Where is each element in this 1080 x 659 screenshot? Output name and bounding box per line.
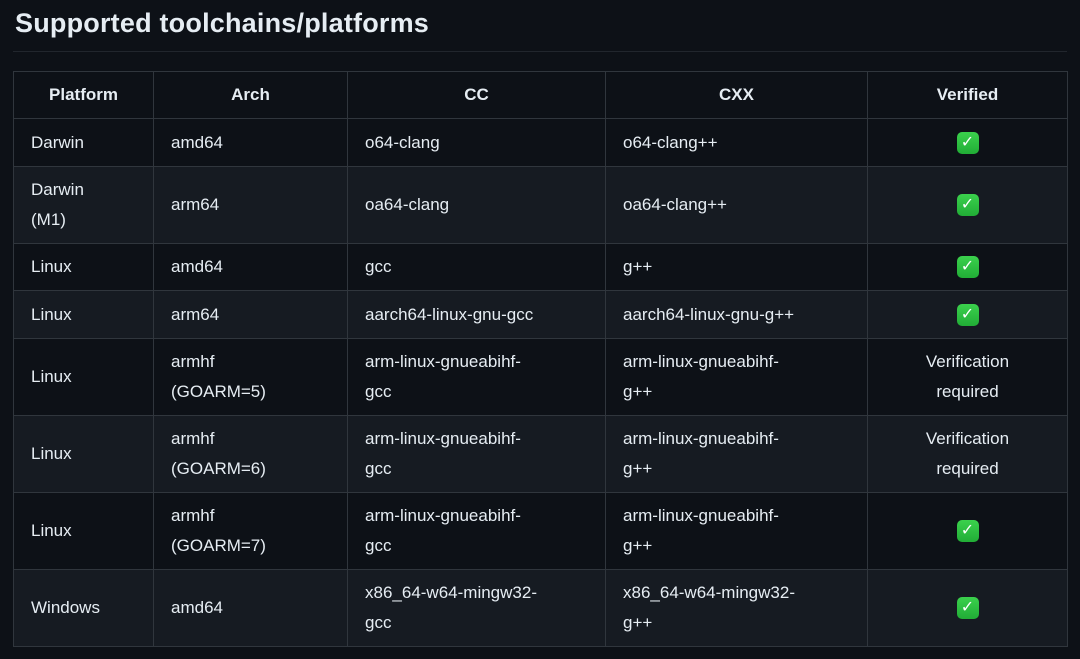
table-row: Darwin (M1) arm64 oa64-clang oa64-clang++ ✓ <box>13 165 1068 244</box>
cell-platform: Darwin <box>13 118 154 167</box>
page-title: Supported toolchains/platforms <box>13 6 1067 52</box>
column-header-cxx: CXX <box>605 71 868 119</box>
table-row: Linux armhf (GOARM=5) arm-linux-gnueabihf-… <box>13 337 1068 416</box>
cell-cxx-text: arm-linux-gnueabihf-g++ <box>623 428 779 478</box>
cell-arch: armhf (GOARM=6) <box>153 414 348 493</box>
verified-check-icon: ✓ <box>956 256 979 279</box>
cell-cc: aarch64-linux-gnu-gcc <box>347 290 606 339</box>
cell-arch-text: arm64 <box>171 304 220 324</box>
cell-arch-text: amd64 <box>171 597 223 617</box>
cell-cc-text: oa64-clang <box>365 194 450 214</box>
cell-cxx-text: x86_64-w64-mingw32-g++ <box>623 582 795 632</box>
verified-check-icon: ✓ <box>956 194 979 217</box>
verified-check-icon: ✓ <box>956 303 979 326</box>
cell-cxx-text: aarch64-linux-gnu-g++ <box>623 304 795 324</box>
cell-arch-text: armhf (GOARM=5) <box>171 351 266 401</box>
cell-cxx: arm-linux-gnueabihf-g++ <box>605 337 868 416</box>
cell-cxx-text: arm-linux-gnueabihf-g++ <box>623 351 779 401</box>
cell-platform: Windows <box>13 568 154 647</box>
cell-verified: Verification required <box>867 337 1068 416</box>
cell-verified: ✓ <box>867 290 1068 339</box>
cell-cxx-text: o64-clang++ <box>623 132 718 152</box>
cell-cxx-text: g++ <box>623 257 653 277</box>
cell-cc-text: aarch64-linux-gnu-gcc <box>365 304 534 324</box>
table-row: Linux arm64 aarch64-linux-gnu-gcc aarch64-l… <box>13 290 1068 339</box>
table-header-row: Platform Arch CC CXX Verified <box>13 71 1068 119</box>
cell-arch: armhf (GOARM=7) <box>153 491 348 570</box>
cell-cc-text: x86_64-w64-mingw32-gcc <box>365 582 537 632</box>
cell-cxx: arm-linux-gnueabihf-g++ <box>605 491 868 570</box>
cell-cc-text: o64-clang <box>365 132 440 152</box>
cell-platform-text: Linux <box>31 520 72 540</box>
cell-cxx: arm-linux-gnueabihf-g++ <box>605 414 868 493</box>
verified-check-icon: ✓ <box>956 597 979 620</box>
cell-cxx: o64-clang++ <box>605 118 868 167</box>
cell-cxx: g++ <box>605 242 868 292</box>
cell-cc-text: arm-linux-gnueabihf-gcc <box>365 428 521 478</box>
cell-cc-text: gcc <box>365 257 392 277</box>
table-row: Windows amd64 x86_64-w64-mingw32-gcc x86_64… <box>13 568 1068 647</box>
cell-cc: arm-linux-gnueabihf-gcc <box>347 414 606 493</box>
toolchains-table: Platform Arch CC CXX Verified Darwin amd64 o64… <box>13 71 1068 647</box>
cell-arch-text: armhf (GOARM=7) <box>171 505 266 555</box>
cell-cc: gcc <box>347 242 606 292</box>
table-row: Darwin amd64 o64-clang o64-clang++ ✓ <box>13 118 1068 167</box>
cell-cc: x86_64-w64-mingw32-gcc <box>347 568 606 647</box>
cell-cxx: aarch64-linux-gnu-g++ <box>605 290 868 339</box>
cell-cc: oa64-clang <box>347 165 606 244</box>
cell-platform-text: Darwin <box>31 132 84 152</box>
cell-cc: o64-clang <box>347 118 606 167</box>
column-header-verified: Verified <box>867 71 1068 119</box>
cell-cc: arm-linux-gnueabihf-gcc <box>347 337 606 416</box>
table-row: Linux armhf (GOARM=7) arm-linux-gnueabihf-… <box>13 491 1068 570</box>
cell-platform: Linux <box>13 414 154 493</box>
cell-cc: arm-linux-gnueabihf-gcc <box>347 491 606 570</box>
cell-platform-text: Linux <box>31 304 72 324</box>
cell-arch: amd64 <box>153 568 348 647</box>
cell-verified: Verification required <box>867 414 1068 493</box>
column-header-arch: Arch <box>153 71 348 119</box>
cell-cxx-text: arm-linux-gnueabihf-g++ <box>623 505 779 555</box>
verification-required-label: Verification required <box>925 351 1010 401</box>
cell-platform: Linux <box>13 491 154 570</box>
column-header-platform: Platform <box>13 71 154 119</box>
cell-verified: ✓ <box>867 165 1068 244</box>
cell-verified: ✓ <box>867 568 1068 647</box>
cell-platform: Linux <box>13 337 154 416</box>
cell-platform: Linux <box>13 242 154 292</box>
cell-arch: armhf (GOARM=5) <box>153 337 348 416</box>
cell-cxx: x86_64-w64-mingw32-g++ <box>605 568 868 647</box>
table-row: Linux armhf (GOARM=6) arm-linux-gnueabihf-… <box>13 414 1068 493</box>
table-row: Linux amd64 gcc g++ ✓ <box>13 242 1068 292</box>
table-body: Darwin amd64 o64-clang o64-clang++ ✓ Darwin (… <box>13 118 1068 647</box>
cell-verified: ✓ <box>867 118 1068 167</box>
cell-platform-text: Windows <box>31 597 100 617</box>
verification-required-label: Verification required <box>925 428 1010 478</box>
cell-cc-text: arm-linux-gnueabihf-gcc <box>365 505 521 555</box>
cell-cc-text: arm-linux-gnueabihf-gcc <box>365 351 521 401</box>
cell-platform-text: Linux <box>31 443 72 463</box>
cell-cxx: oa64-clang++ <box>605 165 868 244</box>
cell-arch-text: arm64 <box>171 194 220 214</box>
cell-arch: amd64 <box>153 242 348 292</box>
cell-verified: ✓ <box>867 491 1068 570</box>
cell-verified: ✓ <box>867 242 1068 292</box>
cell-arch-text: armhf (GOARM=6) <box>171 428 266 478</box>
cell-arch-text: amd64 <box>171 132 223 152</box>
cell-arch: arm64 <box>153 165 348 244</box>
cell-platform-text: Linux <box>31 366 72 386</box>
cell-arch: arm64 <box>153 290 348 339</box>
column-header-cc: CC <box>347 71 606 119</box>
cell-platform-text: Linux <box>31 257 72 277</box>
cell-arch: amd64 <box>153 118 348 167</box>
cell-platform: Linux <box>13 290 154 339</box>
verified-check-icon: ✓ <box>956 520 979 543</box>
verified-check-icon: ✓ <box>956 131 979 154</box>
cell-platform-text: Darwin (M1) <box>31 179 84 229</box>
cell-cxx-text: oa64-clang++ <box>623 194 727 214</box>
cell-platform: Darwin (M1) <box>13 165 154 244</box>
cell-arch-text: amd64 <box>171 257 223 277</box>
